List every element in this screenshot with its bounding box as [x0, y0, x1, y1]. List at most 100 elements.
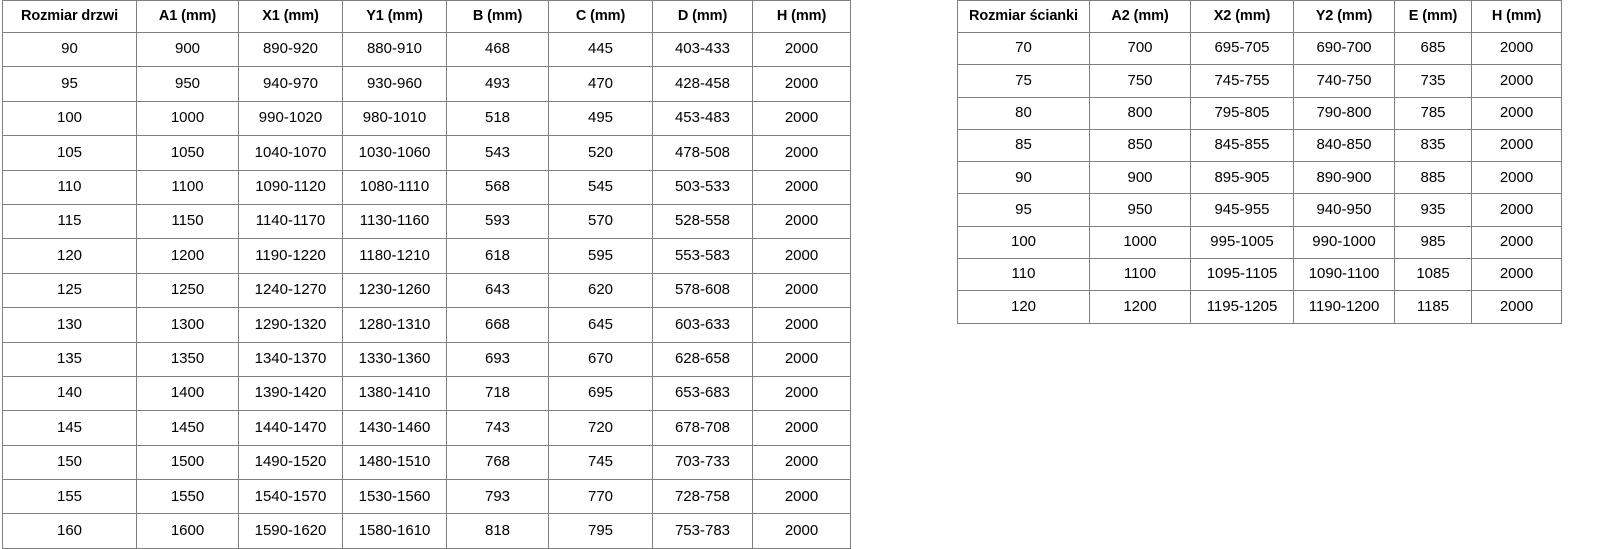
- doors-table-cell: 990-1020: [238, 100, 343, 137]
- panels-table-cell: 120: [957, 290, 1090, 324]
- doors-table-cell: 95: [2, 66, 137, 102]
- panels-table-row: 100 1000 995-1005 990-1000 985 2000: [957, 225, 1562, 260]
- doors-table-cell: 445: [548, 31, 653, 68]
- panels-table-cell: 2000: [1471, 31, 1562, 66]
- doors-table-cell: 100: [2, 100, 137, 137]
- doors-table-cell: 2000: [752, 66, 851, 102]
- panels-column-header: A2 (mm): [1089, 0, 1191, 33]
- doors-table-cell: 428-458: [652, 66, 753, 102]
- panels-table-cell: 850: [1089, 128, 1191, 163]
- doors-table-cell: 618: [446, 238, 549, 274]
- doors-table-cell: 1050: [136, 135, 239, 171]
- panels-table-cell: 1195-1205: [1190, 290, 1294, 324]
- doors-table-cell: 950: [136, 66, 239, 102]
- doors-table-cell: 520: [548, 135, 653, 171]
- doors-table-cell: 1000: [136, 100, 239, 137]
- doors-table-cell: 105: [2, 135, 137, 171]
- panels-table-cell: 1200: [1089, 290, 1191, 324]
- doors-table-cell: 568: [446, 169, 549, 205]
- doors-table-cell: 645: [548, 307, 653, 343]
- doors-table-cell: 1400: [136, 375, 239, 412]
- panels-table-cell: 735: [1394, 64, 1472, 98]
- panels-table-cell: 2000: [1471, 258, 1562, 292]
- doors-table-row: 130 1300 1290-1320 1280-1310 668 645 603-633 20…: [2, 307, 851, 343]
- doors-table-cell: 595: [548, 238, 653, 274]
- panels-column-header: X2 (mm): [1190, 0, 1294, 33]
- page-root: Rozmiar drzwi A1 (mm) X1 (mm) Y1 (mm) B (mm)…: [2, 0, 1562, 549]
- doors-table-cell: 695: [548, 375, 653, 412]
- doors-table-row: 125 1250 1240-1270 1230-1260 643 620 578-608 20…: [2, 272, 851, 309]
- doors-table-cell: 1380-1410: [342, 375, 447, 412]
- doors-table-cell: 2000: [752, 135, 851, 171]
- panels-table-cell: 700: [1089, 31, 1191, 66]
- doors-table-row: 150 1500 1490-1520 1480-1510 768 745 703-733 20…: [2, 444, 851, 481]
- panels-table-cell: 1085: [1394, 258, 1472, 292]
- panels-size-table: Rozmiar ścianki A2 (mm) X2 (mm) Y2 (mm) E (m…: [957, 0, 1562, 324]
- doors-table-row: 90 900 890-920 880-910 468 445 403-433 2000: [2, 31, 851, 68]
- panels-column-header: Y2 (mm): [1293, 0, 1395, 33]
- doors-table-cell: 553-583: [652, 238, 753, 274]
- doors-header-row: Rozmiar drzwi A1 (mm) X1 (mm) Y1 (mm) B (mm)…: [2, 0, 851, 33]
- panels-table-cell: 1100: [1089, 258, 1191, 292]
- panels-table-row: 110 1100 1095-1105 1090-1100 1085 2000: [957, 258, 1562, 292]
- doors-table-cell: 1440-1470: [238, 410, 343, 446]
- panels-table-cell: 800: [1089, 96, 1191, 130]
- doors-column-header: Rozmiar drzwi: [2, 0, 137, 33]
- doors-table-cell: 795: [548, 513, 653, 549]
- doors-table-cell: 693: [446, 341, 549, 377]
- panels-table-cell: 2000: [1471, 96, 1562, 130]
- doors-table-cell: 1300: [136, 307, 239, 343]
- doors-table-cell: 1480-1510: [342, 444, 447, 481]
- doors-table-cell: 2000: [752, 513, 851, 549]
- doors-table-cell: 470: [548, 66, 653, 102]
- doors-table-cell: 1290-1320: [238, 307, 343, 343]
- doors-table-cell: 1500: [136, 444, 239, 481]
- doors-table-cell: 468: [446, 31, 549, 68]
- panels-table-cell: 950: [1089, 193, 1191, 227]
- doors-table-cell: 495: [548, 100, 653, 137]
- panels-table-cell: 100: [957, 225, 1090, 260]
- doors-table-cell: 1140-1170: [238, 203, 343, 240]
- doors-table-cell: 745: [548, 444, 653, 481]
- doors-table-cell: 2000: [752, 479, 851, 515]
- doors-table-cell: 1580-1610: [342, 513, 447, 549]
- doors-table-cell: 160: [2, 513, 137, 549]
- panels-table-cell: 2000: [1471, 290, 1562, 324]
- panels-table-cell: 935: [1394, 193, 1472, 227]
- doors-table-cell: 1490-1520: [238, 444, 343, 481]
- panels-column-header: E (mm): [1394, 0, 1472, 33]
- doors-column-header: H (mm): [752, 0, 851, 33]
- doors-table-body: 90 900 890-920 880-910 468 445 403-433 2000 95 95…: [2, 31, 851, 549]
- panels-table-cell: 885: [1394, 161, 1472, 195]
- doors-table-cell: 930-960: [342, 66, 447, 102]
- doors-table-row: 115 1150 1140-1170 1130-1160 593 570 528-558 20…: [2, 203, 851, 240]
- panels-table-cell: 70: [957, 31, 1090, 66]
- panels-table-cell: 695-705: [1190, 31, 1294, 66]
- panels-table-cell: 895-905: [1190, 161, 1294, 195]
- doors-table-cell: 880-910: [342, 31, 447, 68]
- doors-table-cell: 668: [446, 307, 549, 343]
- panels-table-cell: 75: [957, 64, 1090, 98]
- doors-table-cell: 1330-1360: [342, 341, 447, 377]
- panels-table-cell: 835: [1394, 128, 1472, 163]
- panels-table-cell: 840-850: [1293, 128, 1395, 163]
- doors-column-header: A1 (mm): [136, 0, 239, 33]
- doors-table-cell: 1350: [136, 341, 239, 377]
- panels-size-table-container: Rozmiar ścianki A2 (mm) X2 (mm) Y2 (mm) E (m…: [957, 0, 1562, 324]
- doors-table-row: 140 1400 1390-1420 1380-1410 718 695 653-683 20…: [2, 375, 851, 412]
- doors-table-cell: 543: [446, 135, 549, 171]
- doors-table-cell: 1040-1070: [238, 135, 343, 171]
- doors-table-cell: 403-433: [652, 31, 753, 68]
- doors-table-cell: 1550: [136, 479, 239, 515]
- panels-table-cell: 2000: [1471, 225, 1562, 260]
- doors-table-cell: 110: [2, 169, 137, 205]
- doors-table-cell: 678-708: [652, 410, 753, 446]
- doors-column-header: D (mm): [652, 0, 753, 33]
- doors-table-row: 155 1550 1540-1570 1530-1560 793 770 728-758 20…: [2, 479, 851, 515]
- panels-table-body: 70 700 695-705 690-700 685 2000 75 750 745-755 74…: [957, 31, 1562, 324]
- doors-table-cell: 1590-1620: [238, 513, 343, 549]
- doors-table-cell: 2000: [752, 375, 851, 412]
- doors-table-cell: 1530-1560: [342, 479, 447, 515]
- doors-table-row: 110 1100 1090-1120 1080-1110 568 545 503-533 20…: [2, 169, 851, 205]
- doors-table-cell: 770: [548, 479, 653, 515]
